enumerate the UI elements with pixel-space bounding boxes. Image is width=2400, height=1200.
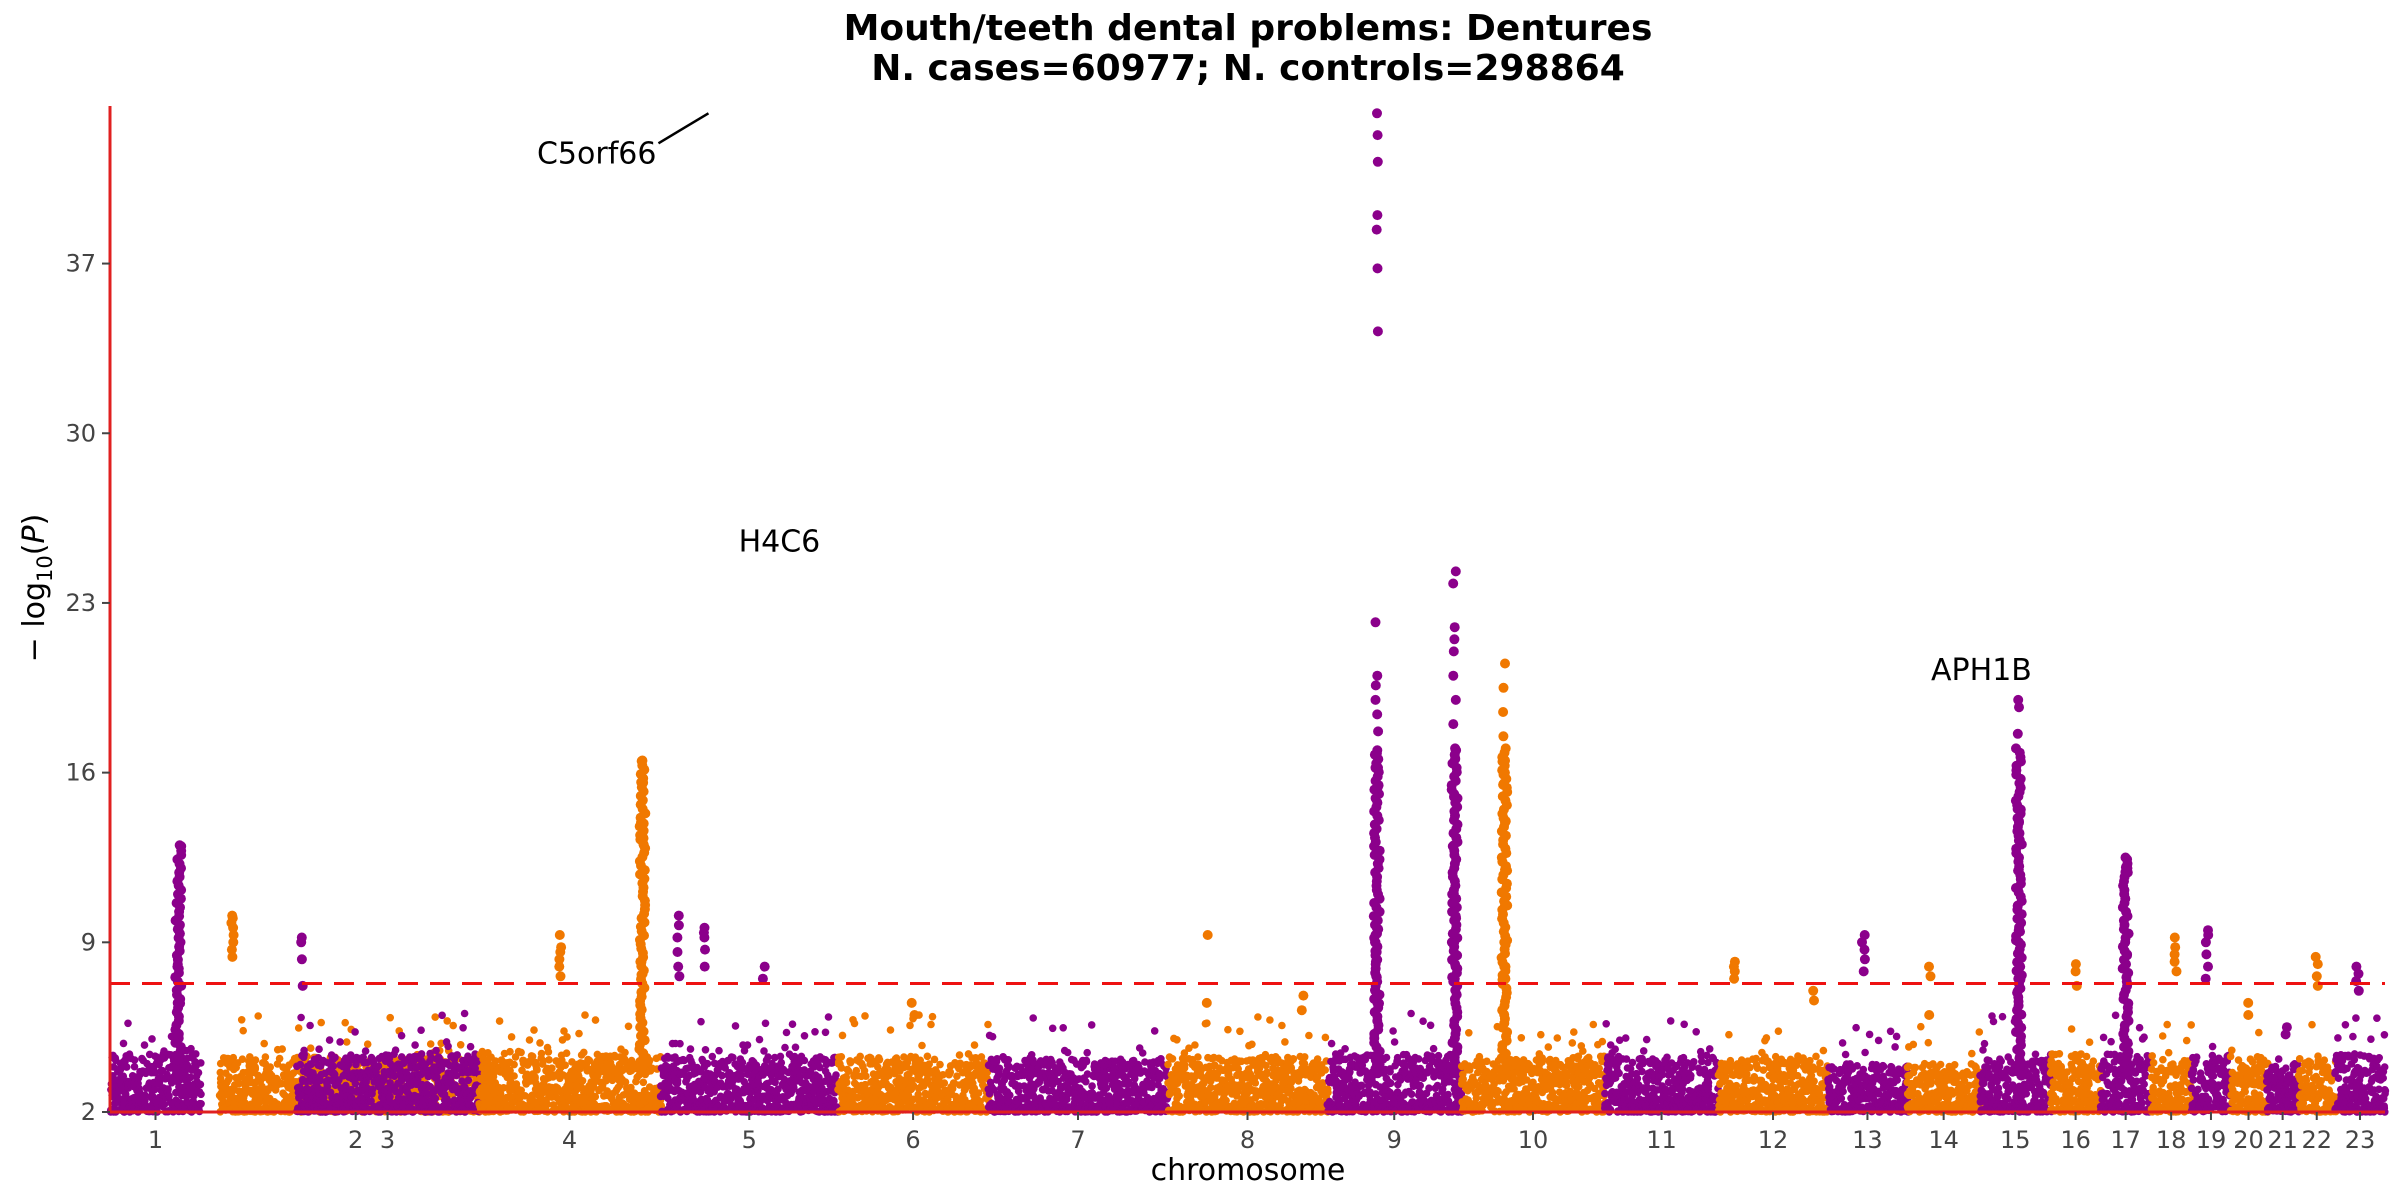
x-tick-label: 17 [2110, 1126, 2141, 1154]
chart-title: Mouth/teeth dental problems: Dentures [844, 8, 1653, 49]
chromosome-8-points [1164, 930, 1332, 1116]
y-tick-label: 37 [65, 250, 96, 278]
gene-label: APH1B [1931, 653, 2032, 688]
chromosome-6-points [834, 997, 994, 1116]
x-tick-label: 15 [2000, 1126, 2031, 1154]
y-axis-title: − log10(P) [17, 514, 57, 663]
annotation-leader-line [657, 112, 710, 145]
x-tick-label: 11 [1646, 1126, 1677, 1154]
y-tick-label: 2 [81, 1098, 96, 1126]
chromosome-10-points [1457, 658, 1610, 1116]
y-tick-label: 23 [65, 589, 96, 617]
chromosome-13-points [1824, 930, 1913, 1116]
x-tick-label: 5 [742, 1126, 757, 1154]
chromosome-17-points [2096, 852, 2155, 1116]
chromosome-15-points [1976, 694, 2056, 1116]
x-tick-label: 18 [2156, 1126, 2187, 1154]
data-points [106, 108, 2390, 1116]
x-tick-label: 13 [1852, 1126, 1883, 1154]
gene-label: C5orf66 [537, 136, 656, 171]
chromosome-1-points [106, 840, 205, 1116]
gene-label: H4C6 [739, 524, 821, 559]
x-tick-label: 12 [1758, 1126, 1789, 1154]
chart-subtitle: N. cases=60977; N. controls=298864 [871, 48, 1625, 89]
chromosome-19-points [2187, 925, 2235, 1116]
x-tick-label: 19 [2196, 1126, 2227, 1154]
x-tick-label: 22 [2301, 1126, 2332, 1154]
y-tick-label: 30 [65, 419, 96, 447]
x-tick-label: 21 [2267, 1126, 2298, 1154]
chromosome-3-points [293, 932, 484, 1116]
x-tick-label: 8 [1240, 1126, 1255, 1154]
y-tick-label: 9 [81, 928, 96, 956]
chromosome-4-points [475, 755, 665, 1116]
chromosome-9-points [1323, 108, 1466, 1116]
x-tick-label: 6 [905, 1126, 920, 1154]
chromosome-22-points [2294, 951, 2340, 1116]
x-tick-label: 4 [562, 1126, 577, 1154]
chromosome-5-points [656, 910, 843, 1116]
x-tick-label: 23 [2345, 1126, 2376, 1154]
x-tick-label: 1 [148, 1126, 163, 1154]
x-tick-label: 2 [348, 1126, 363, 1154]
x-tick-label: 10 [1518, 1126, 1549, 1154]
y-axis: 2 9 16 23 30 37 [65, 250, 110, 1126]
x-tick-label: 9 [1387, 1126, 1402, 1154]
x-tick-label: 7 [1070, 1126, 1085, 1154]
chromosome-7-points [984, 1014, 1172, 1116]
x-axis: 1 2 3 4 5 6 7 8 9 10 11 12 13 14 15 16 17 18 19 20 21 22 23 [148, 1112, 2375, 1154]
chromosome-11-points [1601, 1017, 1723, 1116]
gene-annotations: C5orf66 H4C6 APH1B [537, 112, 2032, 688]
x-tick-label: 3 [380, 1126, 395, 1154]
x-tick-label: 14 [1928, 1126, 1959, 1154]
chromosome-20-points [2226, 997, 2272, 1116]
y-tick-label: 16 [65, 759, 96, 787]
x-axis-title: chromosome [1151, 1153, 1346, 1188]
x-tick-label: 16 [2060, 1126, 2091, 1154]
chromosome-12-points [1714, 956, 1832, 1116]
x-tick-label: 20 [2233, 1126, 2264, 1154]
